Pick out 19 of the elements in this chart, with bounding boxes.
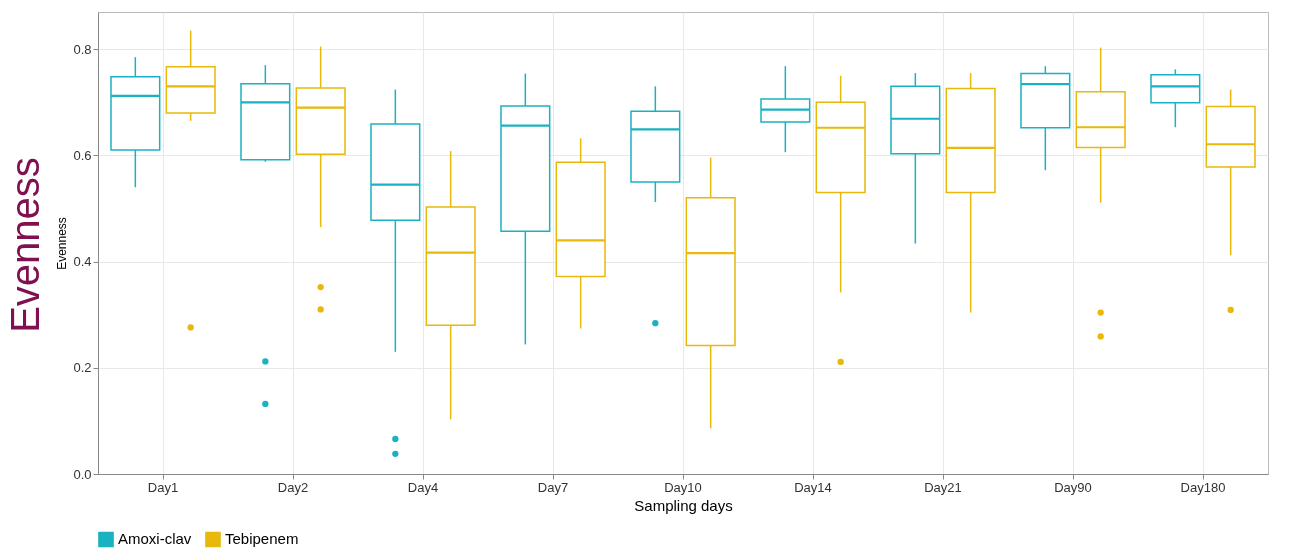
- y-tick-label: 0.0: [73, 466, 92, 482]
- x-tick-label: Day10: [664, 479, 702, 495]
- y-tick-label: 0.4: [73, 254, 92, 270]
- x-tick-label: Day21: [924, 479, 962, 495]
- y-tick-label: 0.2: [73, 360, 92, 376]
- x-tick-label: Day4: [407, 479, 439, 495]
- x-tick-label: Day1: [147, 479, 179, 495]
- y-tick-label: 0.8: [73, 41, 92, 57]
- legend-label: Tebipenem: [225, 530, 299, 548]
- x-tick-label: Day180: [1180, 479, 1226, 495]
- x-tick-label: Day14: [794, 479, 832, 495]
- x-tick-label: Day7: [537, 479, 569, 495]
- y-axis-title: Evenness: [55, 217, 70, 270]
- x-tick-label: Day2: [277, 479, 309, 495]
- legend-label: Amoxi-clav: [118, 530, 192, 548]
- x-axis-title: Sampling days: [634, 496, 733, 514]
- y-tick-label: 0.6: [73, 147, 92, 163]
- text: Evenness: [2, 157, 48, 333]
- x-tick-label: Day90: [1054, 479, 1092, 495]
